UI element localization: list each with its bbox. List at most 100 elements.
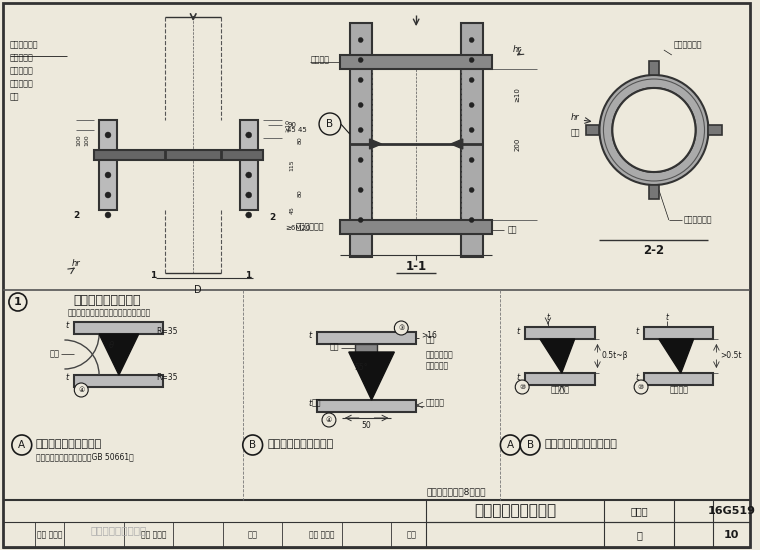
Polygon shape	[451, 139, 463, 149]
Circle shape	[358, 217, 363, 223]
Text: 2-2: 2-2	[644, 244, 664, 256]
Text: 用于抗震设防时的构造: 用于抗震设防时的构造	[268, 439, 334, 449]
Text: 耳板: 耳板	[570, 129, 580, 138]
Text: 0.5t~β: 0.5t~β	[601, 350, 628, 360]
Text: ⑩: ⑩	[519, 384, 525, 390]
Text: 16G519: 16G519	[708, 506, 755, 516]
Bar	[644, 327, 714, 339]
Text: 用全熔透坡: 用全熔透坡	[10, 79, 33, 88]
Text: 校对 夹于枝: 校对 夹于枝	[141, 531, 166, 540]
Circle shape	[590, 127, 596, 133]
Circle shape	[634, 380, 648, 394]
Text: 其截面的组: 其截面的组	[10, 53, 33, 62]
Text: 隔板中的凹槽: 隔板中的凹槽	[674, 41, 702, 50]
Circle shape	[245, 152, 252, 158]
Circle shape	[651, 65, 657, 71]
Text: 80: 80	[297, 189, 302, 197]
Text: ≥10: ≥10	[285, 118, 290, 131]
Circle shape	[105, 212, 111, 218]
Bar	[74, 322, 163, 334]
Text: B: B	[527, 440, 534, 450]
Text: 上柱隔板: 上柱隔板	[310, 56, 329, 64]
Circle shape	[245, 172, 252, 178]
Text: 圆钢管柱的工地拼接: 圆钢管柱的工地拼接	[73, 294, 141, 307]
Text: 设计 宋文晶: 设计 宋文晶	[309, 531, 334, 540]
Text: hr: hr	[512, 46, 521, 54]
Text: t: t	[635, 372, 638, 382]
Text: 90: 90	[287, 122, 296, 128]
Wedge shape	[600, 75, 708, 185]
Bar	[317, 332, 416, 344]
Circle shape	[245, 132, 252, 138]
Text: 口焊: 口焊	[10, 92, 20, 101]
Circle shape	[105, 132, 111, 138]
Circle shape	[105, 172, 111, 178]
Bar	[644, 373, 714, 385]
Text: 注：本页注同第8页注。: 注：本页注同第8页注。	[426, 487, 486, 497]
Circle shape	[712, 127, 718, 133]
Text: t: t	[546, 312, 549, 322]
Bar	[525, 373, 594, 385]
Text: 115: 115	[290, 159, 294, 171]
Text: （管壁采用全熔透的接口对接焊缝连接）: （管壁采用全熔透的接口对接焊缝连接）	[68, 309, 150, 317]
Text: 页: 页	[636, 530, 642, 540]
Text: 倒平顶紧: 倒平顶紧	[550, 386, 569, 394]
Bar	[240, 120, 258, 210]
Text: （焊接连接尺寸见本图集成GB 50661）: （焊接连接尺寸见本图集成GB 50661）	[36, 453, 134, 461]
Text: 1: 1	[150, 271, 157, 279]
Text: 用于抗震设防时的构造: 用于抗震设防时的构造	[36, 439, 102, 449]
Text: 耳板: 耳板	[508, 226, 517, 234]
Circle shape	[319, 113, 340, 135]
Circle shape	[358, 128, 363, 133]
Circle shape	[9, 293, 27, 311]
Circle shape	[242, 435, 262, 455]
Polygon shape	[369, 139, 382, 149]
Circle shape	[515, 380, 529, 394]
Text: B: B	[326, 119, 334, 129]
Circle shape	[469, 128, 474, 133]
Text: 张远: 张远	[406, 531, 416, 540]
Circle shape	[358, 58, 363, 63]
Bar	[317, 400, 416, 412]
Text: 45: 45	[290, 206, 294, 214]
Text: 用于非抗震设防时的构造: 用于非抗震设防时的构造	[545, 439, 618, 449]
Text: 下柱顶端隔板: 下柱顶端隔板	[296, 223, 324, 232]
Text: 边缘与下柱口: 边缘与下柱口	[426, 350, 454, 360]
Text: t: t	[517, 372, 520, 382]
Bar	[350, 23, 372, 257]
Bar	[649, 61, 659, 75]
Text: t: t	[517, 327, 520, 336]
Circle shape	[245, 192, 252, 198]
Bar	[461, 23, 483, 257]
Text: t: t	[665, 312, 668, 322]
Text: t: t	[66, 322, 69, 331]
Text: hr: hr	[571, 113, 580, 123]
Circle shape	[358, 188, 363, 192]
Text: A: A	[18, 440, 25, 450]
Text: 柱的工地拼接（三）: 柱的工地拼接（三）	[474, 503, 556, 519]
Text: 1: 1	[245, 271, 251, 279]
Circle shape	[469, 217, 474, 223]
Text: 在此范围内，: 在此范围内，	[10, 40, 39, 49]
Text: ④: ④	[78, 387, 84, 393]
Text: 倒平顶紧: 倒平顶紧	[670, 386, 689, 394]
Polygon shape	[99, 334, 139, 375]
Text: 100: 100	[77, 134, 82, 146]
Circle shape	[245, 212, 252, 218]
Text: 50: 50	[362, 421, 372, 431]
Text: 审核 都领员: 审核 都领员	[36, 531, 62, 540]
Text: D: D	[195, 285, 202, 295]
Bar	[586, 125, 600, 135]
Text: 2: 2	[73, 211, 80, 219]
Text: ④: ④	[326, 417, 332, 423]
Text: ≥6M20: ≥6M20	[285, 225, 311, 231]
Circle shape	[469, 157, 474, 162]
Circle shape	[105, 152, 111, 158]
Circle shape	[394, 321, 408, 335]
Circle shape	[105, 192, 111, 198]
Text: >0.5t: >0.5t	[720, 350, 742, 360]
Text: 倒平顶紧: 倒平顶紧	[426, 399, 445, 408]
Text: 80: 80	[297, 136, 302, 144]
Circle shape	[469, 188, 474, 192]
Text: 截面一铣平: 截面一铣平	[426, 361, 449, 371]
